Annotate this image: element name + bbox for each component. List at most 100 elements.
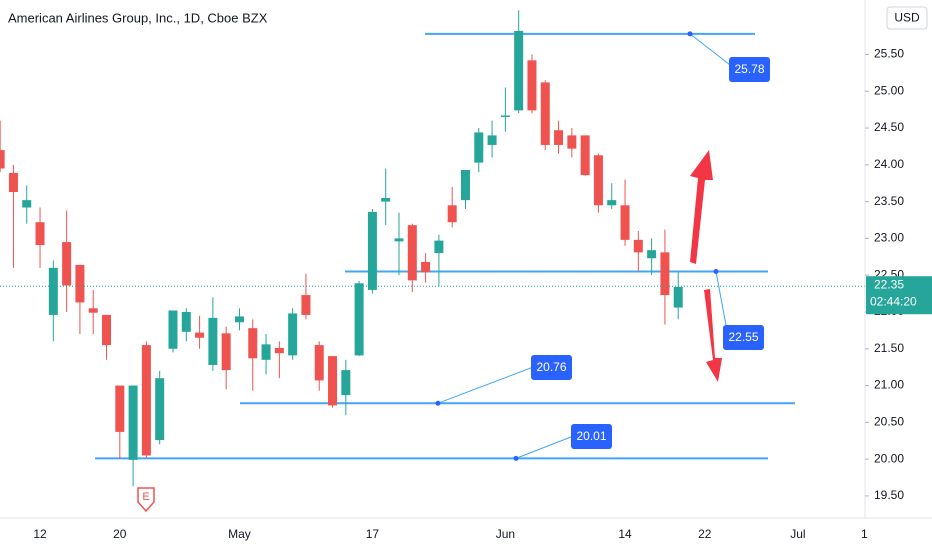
earnings-label: E bbox=[142, 491, 149, 503]
candle-body bbox=[274, 348, 284, 354]
x-tick-label: 14 bbox=[618, 527, 632, 541]
y-tick-label: 20.50 bbox=[874, 415, 904, 429]
callout-label: 20.76 bbox=[536, 360, 566, 374]
candle-body bbox=[607, 200, 617, 206]
candle-body bbox=[660, 252, 670, 296]
x-tick-label: 12 bbox=[33, 527, 47, 541]
x-tick-label: Jun bbox=[496, 527, 515, 541]
candle-body bbox=[221, 333, 231, 371]
candle-body bbox=[155, 378, 165, 441]
arrow-down bbox=[704, 289, 722, 382]
x-tick-label: 17 bbox=[366, 527, 380, 541]
anchor-point bbox=[687, 31, 693, 37]
candle-body bbox=[580, 135, 590, 176]
candle-body bbox=[75, 264, 85, 303]
x-tick-label: May bbox=[228, 527, 251, 541]
countdown-label: 02:44:20 bbox=[870, 294, 917, 308]
candle-body bbox=[102, 314, 112, 346]
candle-body bbox=[514, 30, 524, 111]
candle-body bbox=[181, 311, 191, 332]
candle-body bbox=[474, 132, 484, 163]
callout-box bbox=[729, 57, 770, 82]
callout-connector bbox=[515, 434, 577, 459]
candle-body bbox=[8, 172, 18, 193]
x-tick-label: 1 bbox=[861, 527, 868, 541]
candle-body bbox=[115, 385, 125, 432]
y-tick-label: 24.50 bbox=[874, 120, 904, 134]
currency[interactable]: USD bbox=[894, 11, 920, 25]
plot-area: 25.78 22.55 20.76 20.01 bbox=[0, 10, 865, 487]
y-tick-label: 24.00 bbox=[874, 157, 904, 171]
callout-connector bbox=[437, 365, 537, 404]
candle-body bbox=[22, 200, 32, 208]
candle-body bbox=[195, 332, 205, 338]
candle-body bbox=[0, 150, 5, 169]
last-price-label: 22.35 bbox=[874, 277, 904, 291]
x-tick-label: 22 bbox=[698, 527, 712, 541]
candle-body bbox=[554, 130, 564, 145]
y-tick-label: 19.50 bbox=[874, 488, 904, 502]
candle-body bbox=[620, 205, 630, 240]
candle-body bbox=[407, 225, 417, 281]
candle-body bbox=[527, 60, 537, 111]
callout-box bbox=[531, 355, 572, 380]
y-tick-label: 25.50 bbox=[874, 47, 904, 61]
candle-body bbox=[328, 356, 338, 406]
y-tick-label: 23.50 bbox=[874, 194, 904, 208]
candle-body bbox=[487, 135, 497, 145]
candle-body bbox=[141, 345, 151, 456]
candle-body bbox=[234, 316, 244, 323]
candle-body bbox=[394, 238, 404, 242]
anchor-point bbox=[513, 455, 519, 461]
candle-body bbox=[248, 328, 258, 359]
earnings-badge bbox=[137, 487, 155, 513]
callout-connector bbox=[689, 33, 735, 69]
y-tick-label: 23.00 bbox=[874, 231, 904, 245]
candle-body bbox=[633, 239, 643, 253]
candle-body bbox=[540, 82, 550, 145]
candle-body bbox=[48, 267, 58, 315]
anchor-point bbox=[713, 269, 719, 275]
candle-body bbox=[447, 205, 457, 223]
y-tick-label: 21.00 bbox=[874, 378, 904, 392]
chart-title: American Airlines Group, Inc., 1D, Cboe … bbox=[8, 10, 268, 25]
y-tick-label: 20.00 bbox=[874, 451, 904, 465]
currency-box[interactable] bbox=[886, 6, 928, 30]
candle-body bbox=[208, 317, 218, 365]
arrow-up bbox=[690, 150, 713, 264]
callout-box bbox=[723, 325, 764, 350]
candle-body bbox=[35, 222, 45, 246]
candle-body bbox=[261, 344, 271, 360]
callout-label: 25.78 bbox=[734, 62, 764, 76]
callout-label: 20.01 bbox=[576, 429, 606, 443]
candle-body bbox=[567, 135, 577, 149]
candle-body bbox=[381, 197, 391, 202]
x-tick-label: Jul bbox=[790, 527, 805, 541]
candle-body bbox=[168, 310, 178, 349]
candle-body bbox=[88, 308, 98, 313]
candle-body bbox=[62, 242, 72, 286]
candle-body bbox=[288, 313, 298, 356]
last-price-tag bbox=[866, 276, 932, 315]
candle-body bbox=[354, 283, 364, 356]
candle-body bbox=[460, 169, 470, 201]
candle-body bbox=[673, 286, 683, 308]
callout-label: 22.55 bbox=[728, 330, 758, 344]
candle-body bbox=[367, 211, 377, 290]
candle-body bbox=[500, 115, 510, 117]
candle-body bbox=[434, 240, 444, 254]
candle-body bbox=[421, 261, 431, 273]
candle-body bbox=[647, 250, 657, 259]
anchor-point bbox=[435, 400, 441, 406]
y-tick-label: 21.50 bbox=[874, 341, 904, 355]
y-tick-label: 25.00 bbox=[874, 83, 904, 97]
callout-box bbox=[571, 424, 612, 449]
candle-body bbox=[593, 155, 603, 206]
candle-body bbox=[314, 345, 324, 381]
x-tick-label: 20 bbox=[113, 527, 127, 541]
candle-body bbox=[301, 295, 311, 315]
candle-body bbox=[128, 385, 138, 460]
candle-body bbox=[341, 370, 351, 396]
